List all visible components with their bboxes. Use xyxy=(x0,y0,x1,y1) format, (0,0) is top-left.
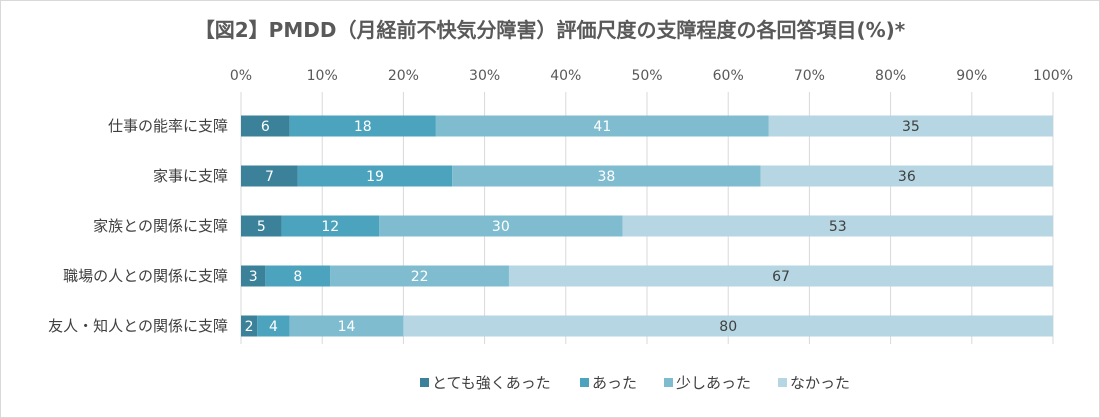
x-tick-label: 30% xyxy=(469,68,500,84)
data-label: 2 xyxy=(245,319,254,335)
data-label: 22 xyxy=(411,269,429,285)
stacked-bar-chart: 0% 10% 20% 30% 40% 50% 60% 70% 80% 90% 100% 6 18 41 3… xyxy=(0,0,1100,418)
x-axis-ticks: 0% 10% 20% 30% 40% 50% 60% 70% 80% 90% 100% xyxy=(230,68,1073,84)
data-label: 19 xyxy=(366,169,384,185)
x-tick-label: 80% xyxy=(875,68,906,84)
x-tick-label: 90% xyxy=(956,68,987,84)
legend-swatch xyxy=(420,378,429,387)
data-label: 38 xyxy=(597,169,615,185)
legend: とても強くあった あった 少しあった なかった xyxy=(420,374,850,392)
x-tick-label: 10% xyxy=(307,68,338,84)
category-label: 家事に支障 xyxy=(153,167,228,185)
data-label: 3 xyxy=(249,269,258,285)
legend-label: とても強くあった xyxy=(432,374,551,392)
legend-label: あった xyxy=(592,374,637,392)
x-tick-label: 100% xyxy=(1033,68,1073,84)
data-label: 5 xyxy=(257,219,266,235)
x-tick-label: 60% xyxy=(713,68,744,84)
legend-swatch xyxy=(778,378,787,387)
x-tick-label: 0% xyxy=(230,68,252,84)
data-label: 35 xyxy=(902,119,920,135)
legend-label: なかった xyxy=(790,374,850,392)
legend-swatch xyxy=(580,378,589,387)
category-label: 家族との関係に支障 xyxy=(93,217,228,235)
category-label: 友人・知人との関係に支障 xyxy=(48,317,228,335)
legend-label: 少しあった xyxy=(676,374,751,392)
data-label: 6 xyxy=(261,119,270,135)
data-label: 67 xyxy=(772,269,790,285)
data-label: 18 xyxy=(354,119,372,135)
category-label: 職場の人との関係に支障 xyxy=(63,267,228,285)
data-label: 53 xyxy=(829,219,847,235)
data-label: 4 xyxy=(269,319,278,335)
category-labels: 仕事の能率に支障家事に支障家族との関係に支障職場の人との関係に支障友人・知人との… xyxy=(48,117,228,335)
data-label: 36 xyxy=(898,169,916,185)
data-label: 14 xyxy=(338,319,356,335)
x-tick-label: 70% xyxy=(794,68,825,84)
legend-swatch xyxy=(664,378,673,387)
data-label: 41 xyxy=(593,119,611,135)
data-label: 80 xyxy=(719,319,737,335)
x-tick-label: 40% xyxy=(550,68,581,84)
data-label: 12 xyxy=(321,219,339,235)
x-tick-label: 50% xyxy=(631,68,662,84)
data-label: 30 xyxy=(492,219,510,235)
x-tick-label: 20% xyxy=(388,68,419,84)
data-label: 7 xyxy=(265,169,274,185)
data-label: 8 xyxy=(293,269,302,285)
category-label: 仕事の能率に支障 xyxy=(108,117,228,135)
